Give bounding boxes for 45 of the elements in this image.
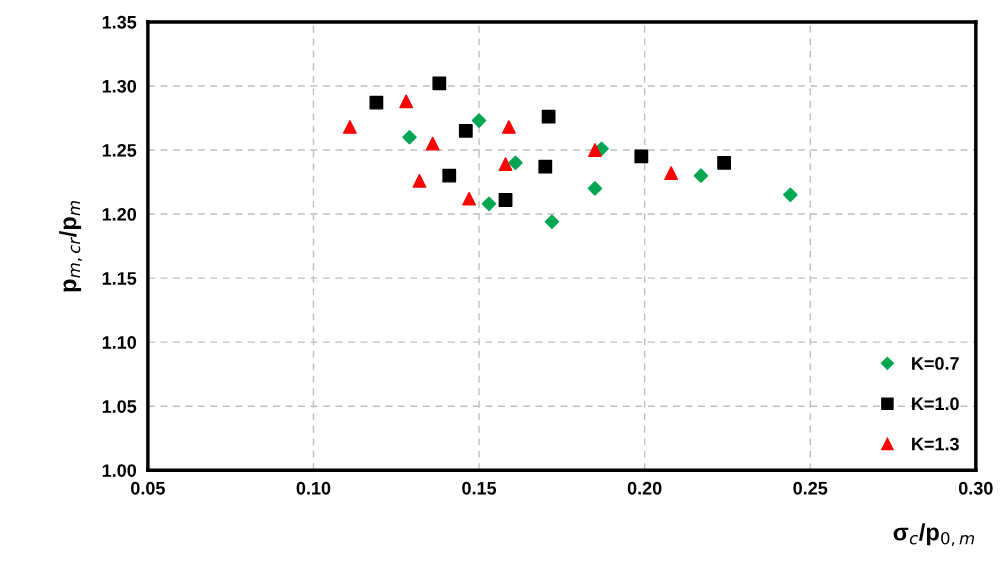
point — [717, 155, 732, 170]
x-tick-label: 0.15 — [462, 481, 497, 495]
y-tick-label: 1.10 — [102, 336, 137, 349]
point — [508, 155, 523, 171]
y-tick-label: 1.20 — [102, 208, 137, 221]
point — [634, 149, 649, 164]
point — [693, 168, 709, 183]
point — [412, 173, 427, 188]
point — [588, 143, 602, 157]
point — [369, 95, 384, 110]
y-tick-label: 1.15 — [102, 272, 137, 285]
legend-label: K=1.0 — [912, 397, 959, 411]
x-tick-label: 0.05 — [131, 481, 165, 495]
point — [498, 157, 513, 172]
point — [462, 191, 477, 206]
point — [538, 159, 553, 174]
y-tick-label: 1.25 — [102, 143, 137, 157]
point — [432, 76, 447, 91]
x-tick-label: 0.20 — [627, 481, 662, 495]
point — [481, 196, 497, 212]
point — [501, 120, 516, 134]
point — [442, 168, 457, 183]
x-tick-label: 0.25 — [793, 481, 828, 495]
point — [402, 129, 417, 145]
y-tick-label: 1.00 — [102, 464, 137, 477]
y-tick-label: 1.30 — [102, 79, 137, 93]
point — [471, 113, 487, 128]
point — [541, 109, 556, 124]
point — [342, 120, 357, 134]
point — [498, 193, 513, 207]
y-axis-title: p$_{m,cr}$/p$_{m}$ — [59, 201, 82, 292]
y-tick-label: 1.05 — [102, 400, 137, 413]
point — [425, 136, 440, 151]
legend-label: K=1.3 — [912, 437, 959, 451]
y-tick-label: 1.35 — [102, 15, 137, 29]
point — [458, 123, 473, 138]
x-tick-label: 0.30 — [958, 481, 993, 495]
x-tick-label: 0.10 — [296, 481, 331, 495]
x-axis-title: σ$_{c}$/p$_{0,m}$ — [893, 523, 974, 547]
point — [587, 181, 603, 196]
point — [783, 187, 798, 203]
point — [544, 214, 560, 230]
legend-label: K=0.7 — [912, 357, 959, 370]
point — [664, 166, 679, 180]
point — [399, 94, 414, 109]
